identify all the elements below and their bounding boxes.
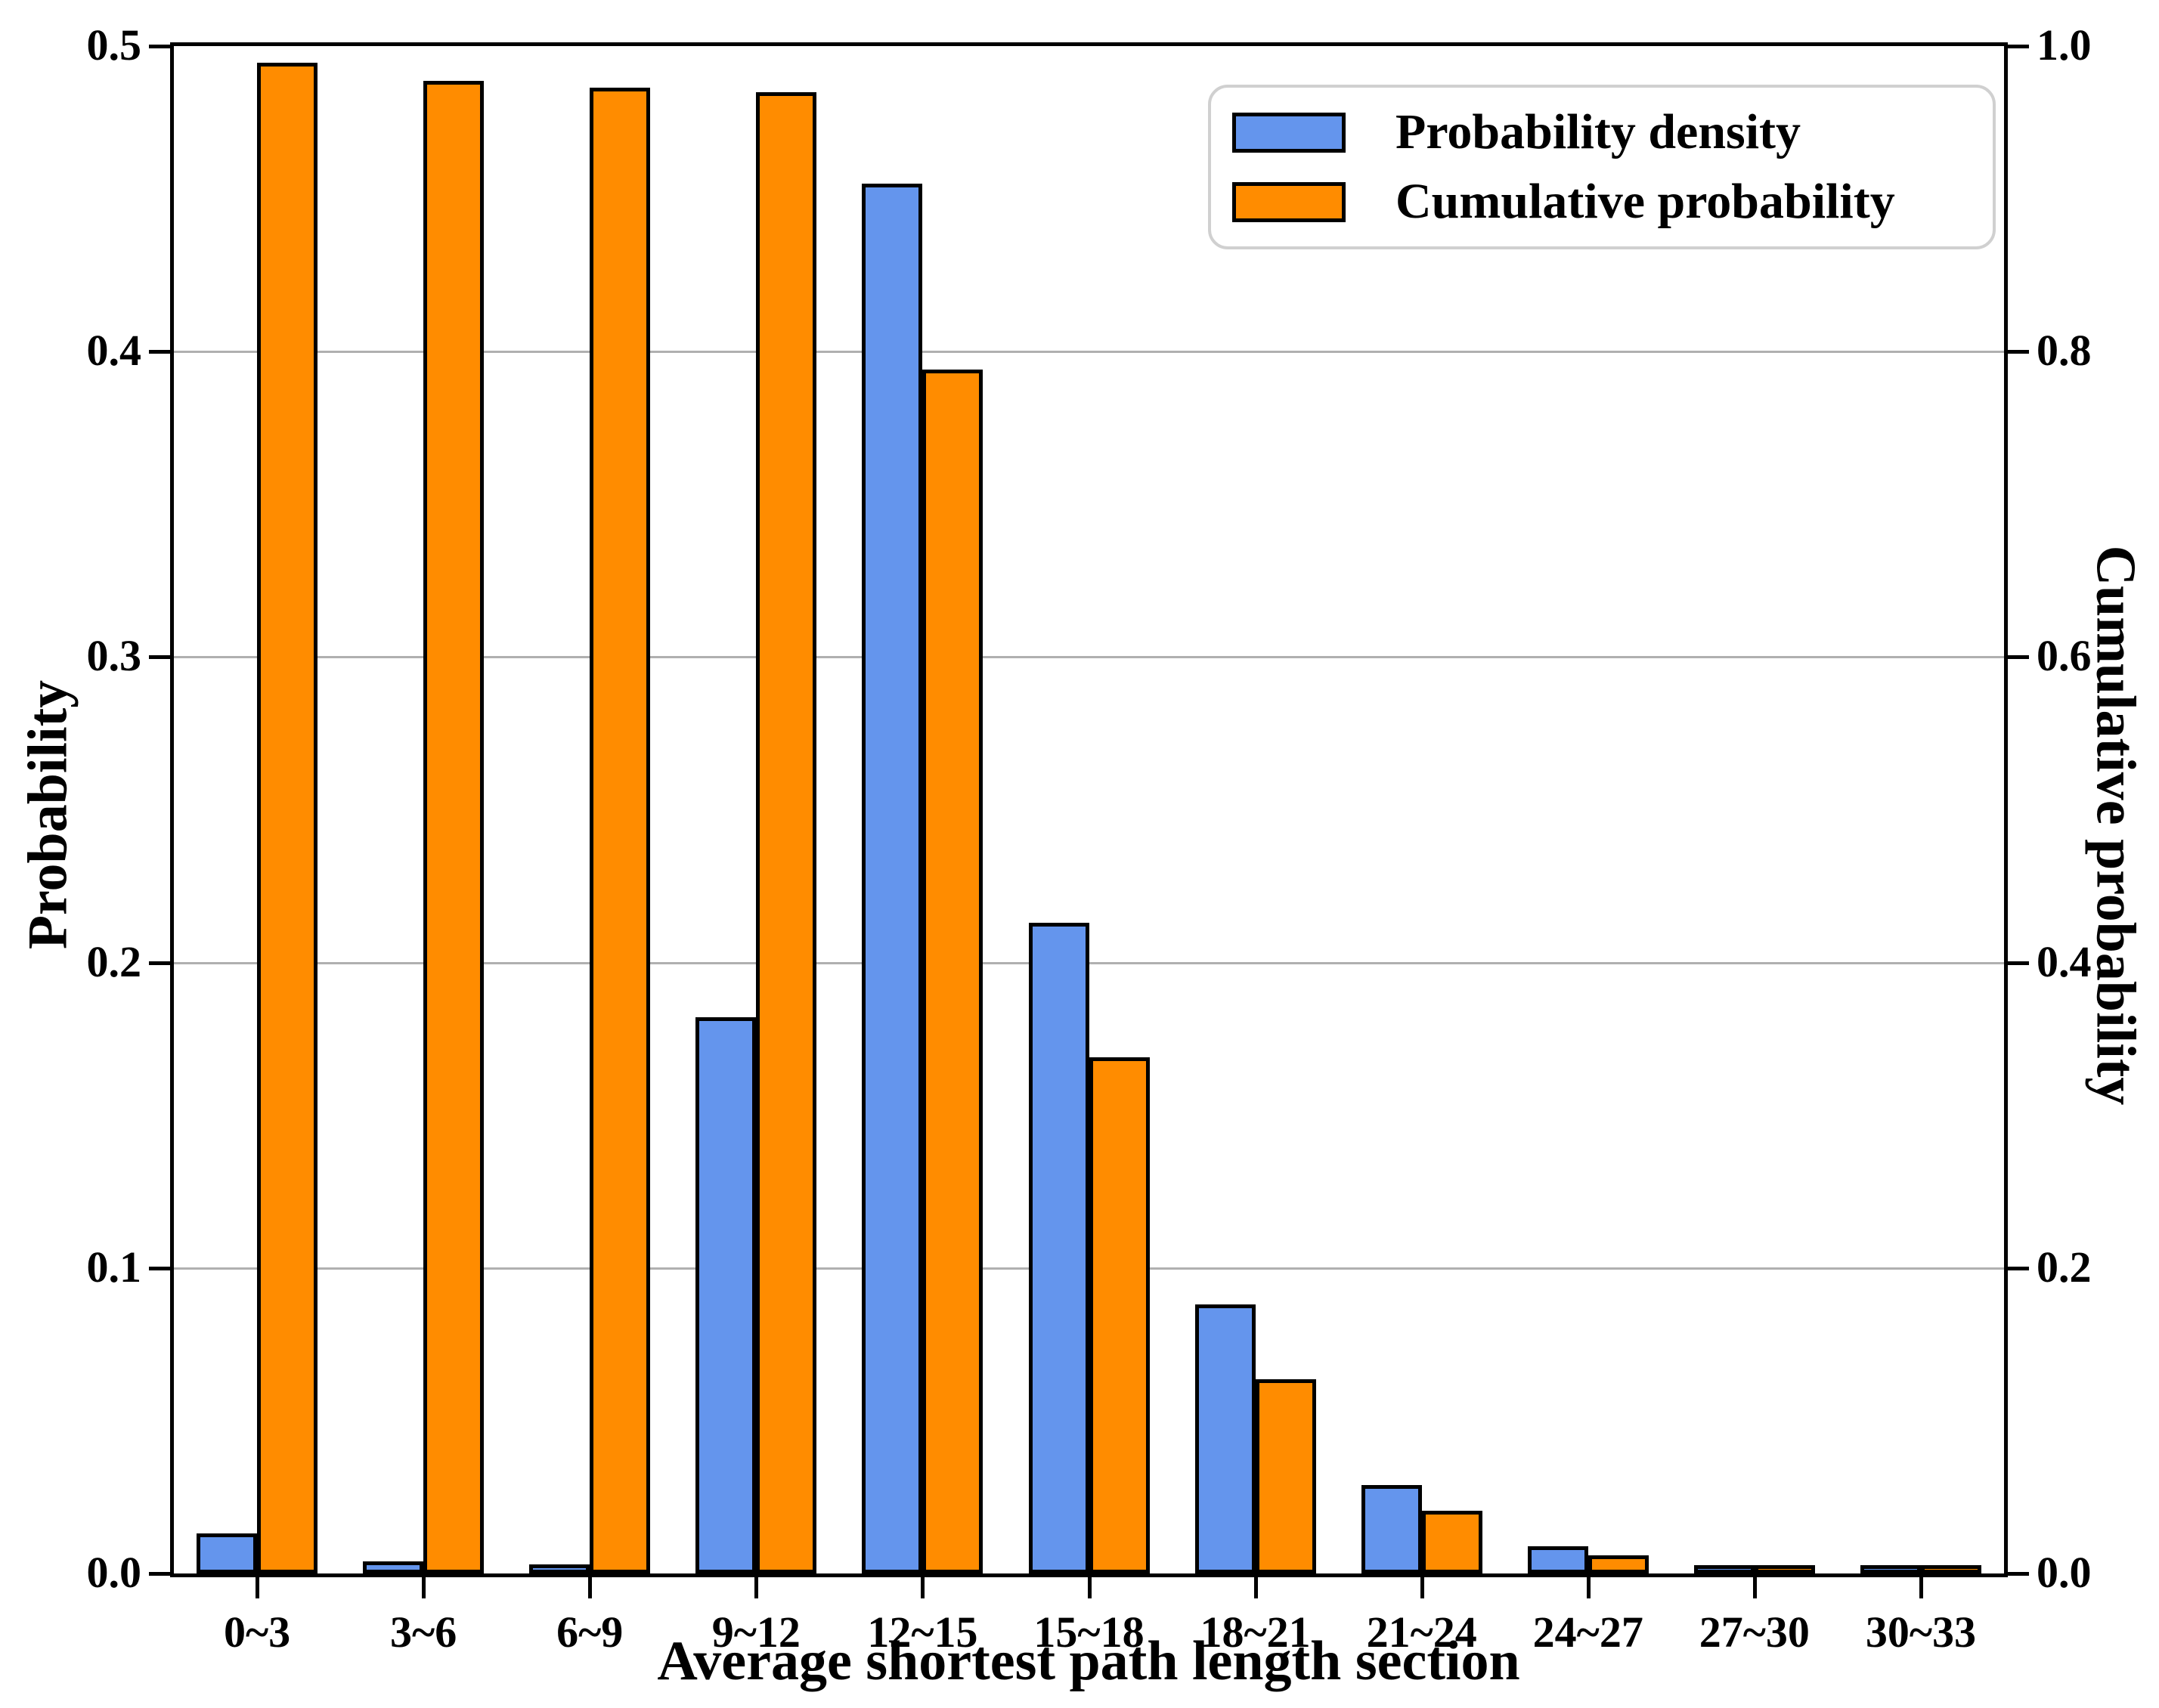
- left-tick-label-0.3: 0.3: [86, 631, 142, 681]
- bar-cumulative-9~12: [756, 92, 817, 1573]
- x-tick-12~15: [921, 1577, 925, 1598]
- bar-density-27~30: [1693, 1565, 1755, 1573]
- right-y-axis-label: Cumulative probability: [2084, 545, 2147, 1106]
- right-tick-label-0.4: 0.4: [2037, 936, 2092, 986]
- legend-label-probability-density: Probability density: [1395, 104, 1801, 159]
- bar-density-3~6: [363, 1561, 424, 1573]
- plot-area: [170, 42, 2008, 1577]
- x-tick-label-0~3: 0~3: [223, 1607, 291, 1657]
- bar-cumulative-24~27: [1588, 1555, 1649, 1573]
- right-tick-0.2: [2008, 1266, 2029, 1270]
- x-tick-21~24: [1420, 1577, 1424, 1598]
- bar-cumulative-3~6: [423, 81, 485, 1573]
- x-tick-3~6: [422, 1577, 426, 1598]
- legend-swatch-cumulative-probability: [1232, 181, 1346, 222]
- x-tick-label-27~30: 27~30: [1699, 1607, 1810, 1657]
- left-tick-label-0.4: 0.4: [86, 326, 142, 376]
- bar-density-0~3: [197, 1533, 258, 1573]
- bar-density-24~27: [1527, 1546, 1588, 1573]
- right-tick-label-1.0: 1.0: [2037, 20, 2092, 70]
- x-tick-label-3~6: 3~6: [390, 1607, 457, 1657]
- bar-density-21~24: [1361, 1485, 1422, 1573]
- left-tick-0.4: [149, 350, 170, 354]
- right-tick-label-0.2: 0.2: [2037, 1242, 2092, 1292]
- left-tick-0.3: [149, 655, 170, 660]
- legend-label-cumulative-probability: Cumulative probability: [1395, 174, 1895, 229]
- bar-cumulative-0~3: [257, 63, 318, 1573]
- right-tick-0.8: [2008, 350, 2029, 354]
- bar-density-18~21: [1194, 1304, 1256, 1573]
- gridline-0.3: [174, 656, 2004, 659]
- bar-cumulative-30~33: [1920, 1565, 1981, 1573]
- left-tick-label-0.2: 0.2: [86, 936, 142, 986]
- x-tick-27~30: [1752, 1577, 1757, 1598]
- left-tick-label-0.5: 0.5: [86, 20, 142, 70]
- right-tick-label-0.8: 0.8: [2037, 326, 2092, 376]
- legend-item-cumulative-probability: Cumulative probability: [1232, 177, 1993, 227]
- legend-swatch-probability-density: [1232, 112, 1346, 153]
- left-tick-0.1: [149, 1266, 170, 1270]
- bar-cumulative-15~18: [1089, 1057, 1150, 1573]
- left-tick-label-0.0: 0.0: [86, 1548, 142, 1597]
- left-tick-label-0.1: 0.1: [86, 1242, 142, 1292]
- x-tick-6~9: [588, 1577, 593, 1598]
- x-tick-label-12~15: 12~15: [867, 1607, 978, 1657]
- x-tick-label-21~24: 21~24: [1366, 1607, 1477, 1657]
- bar-density-6~9: [529, 1564, 590, 1573]
- x-tick-label-18~21: 18~21: [1200, 1607, 1311, 1657]
- bar-cumulative-21~24: [1421, 1511, 1482, 1573]
- bar-cumulative-6~9: [590, 88, 651, 1573]
- right-tick-label-0.6: 0.6: [2037, 631, 2092, 681]
- bar-cumulative-18~21: [1255, 1379, 1316, 1573]
- x-tick-24~27: [1586, 1577, 1591, 1598]
- gridline-0.2: [174, 961, 2004, 964]
- x-tick-label-24~27: 24~27: [1532, 1607, 1643, 1657]
- x-tick-label-30~33: 30~33: [1865, 1607, 1977, 1657]
- x-tick-0~3: [256, 1577, 260, 1598]
- right-tick-1.0: [2008, 45, 2029, 48]
- bar-density-15~18: [1028, 923, 1089, 1573]
- legend: Probability density Cumulative probabilit…: [1208, 85, 1996, 249]
- x-tick-15~18: [1087, 1577, 1092, 1598]
- bar-density-9~12: [695, 1017, 757, 1573]
- x-tick-label-6~9: 6~9: [556, 1607, 624, 1657]
- right-tick-label-0.0: 0.0: [2037, 1548, 2092, 1597]
- right-tick-0.4: [2008, 961, 2029, 965]
- bar-cumulative-27~30: [1754, 1565, 1815, 1573]
- left-tick-0.0: [149, 1572, 170, 1576]
- gridline-0.4: [174, 351, 2004, 354]
- right-tick-0.0: [2008, 1572, 2029, 1576]
- bar-density-30~33: [1860, 1565, 1921, 1573]
- left-tick-0.5: [149, 45, 170, 48]
- left-tick-0.2: [149, 961, 170, 965]
- right-tick-0.6: [2008, 655, 2029, 660]
- x-tick-9~12: [754, 1577, 759, 1598]
- x-tick-18~21: [1253, 1577, 1258, 1598]
- x-tick-label-9~12: 9~12: [711, 1607, 801, 1657]
- x-tick-30~33: [1919, 1577, 1923, 1598]
- x-axis-label: Average shortest path length section: [657, 1630, 1520, 1692]
- bar-density-12~15: [862, 184, 923, 1573]
- x-tick-label-15~18: 15~18: [1033, 1607, 1145, 1657]
- left-y-axis-label: Probability: [17, 679, 79, 950]
- bar-cumulative-12~15: [922, 370, 983, 1573]
- legend-item-probability-density: Probability density: [1232, 107, 1993, 157]
